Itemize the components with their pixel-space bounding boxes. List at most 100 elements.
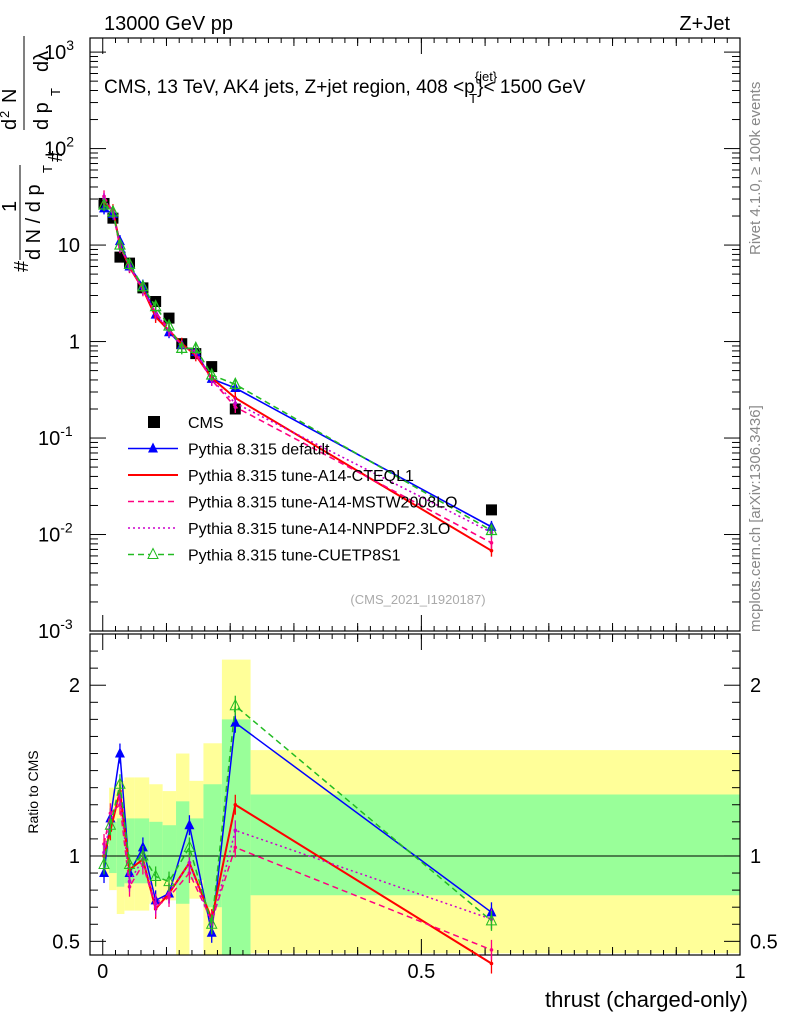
ratio-default-marker (230, 716, 241, 727)
ratio-band-inner (109, 821, 117, 874)
main-series-marker (233, 401, 238, 405)
cms-data-point (114, 251, 126, 263)
main-series-marker (153, 311, 158, 316)
main-series-marker (489, 541, 494, 545)
ratio-cuetp8s1-marker (485, 913, 498, 926)
ylabel-hash-1: # (11, 260, 33, 272)
beam-label: 13000 GeV pp (104, 13, 233, 35)
ratio-band-inner (149, 821, 163, 880)
ratio-cuetp8s1-marker (98, 857, 110, 870)
ratio-series-marker (233, 845, 238, 850)
main-series-marker (489, 548, 494, 553)
cuetp8s1-marker (113, 237, 126, 250)
mcplots-label: mcplots.cern.ch [arXiv:1306.3436] (747, 405, 764, 632)
cuetp8s1-marker (205, 367, 218, 380)
ratio-cuetp8s1-marker (205, 917, 218, 929)
cuetp8s1-marker (106, 204, 119, 217)
main-ytick-label: 1 (69, 332, 80, 354)
cms-data-point (485, 504, 497, 516)
ratio-series-marker (102, 850, 106, 855)
legend-label: Pythia 8.315 tune-A14-MSTW2008LO (188, 495, 457, 512)
ratio-series-marker (153, 901, 158, 906)
ratio-ytick-label-right: 1 (750, 846, 761, 868)
main-ytick-label: 10 (58, 235, 80, 257)
legend-triangle-marker (148, 442, 158, 453)
ylabel-denominator: d N / d p (23, 184, 45, 260)
ratio-band-inner (221, 719, 251, 955)
ratio-cuetp8s1-marker (137, 848, 149, 861)
cuetp8s1-marker (98, 197, 110, 210)
cms-data-point (163, 312, 175, 324)
main-title: CMS, 13 TeV, AK4 jets, Z+jet region, 408… (104, 69, 586, 106)
ratio-cuetp8s1-marker (114, 777, 126, 789)
ylabel-superscript-2: 2 (0, 111, 12, 118)
ratio-ytick-label-right: 2 (750, 675, 761, 697)
ratio-series-marker (187, 871, 192, 875)
ratio-cuetp8s1-marker (149, 869, 162, 881)
ylabel-one: 1 (0, 201, 21, 212)
main-ytick-label: 103 (44, 37, 74, 64)
ratio-xtick-label: 1 (734, 961, 745, 983)
ratio-band-inner (203, 784, 222, 908)
main-ytick-label: 102 (44, 134, 74, 161)
cuetp8s1-marker (175, 341, 188, 353)
ratio-band-inner (162, 825, 177, 880)
ratio-plot-frame (89, 633, 741, 956)
main-ytick-label: 10-2 (38, 520, 73, 547)
x-axis-label: thrust (charged-only) (545, 987, 748, 1012)
ratio-xtick-label: 0.5 (407, 961, 435, 983)
ratio-ylabel: Ratio to CMS (25, 750, 41, 833)
ratio-plot: 0.5 0.51 12 20 0.5 1 (52, 633, 778, 983)
cuetp8s1-marker (163, 318, 175, 331)
ratio-xtick-label: 0 (97, 961, 108, 983)
analysis-id-label: (CMS_2021_I1920187) (350, 592, 485, 607)
cuetp8s1-marker (485, 523, 498, 536)
ratio-default-marker (184, 819, 195, 830)
legend-label: Pythia 8.315 tune-A14-NNPDF2.3LO (188, 521, 450, 538)
cuetp8s1-marker (189, 341, 202, 353)
legend-label: CMS (188, 415, 224, 432)
ylabel-n: N (0, 89, 21, 103)
legend-cms-marker (148, 416, 160, 428)
ratio-cuetp8s1-marker (163, 874, 175, 887)
ratio-series-marker (187, 860, 192, 865)
main-ytick-label: 10-3 (38, 616, 73, 643)
legend-label: Pythia 8.315 tune-A14-CTEQL1 (188, 468, 414, 485)
ratio-series-marker (489, 948, 494, 952)
ylabel-subscript-t-1: T (40, 165, 55, 173)
ylabel-d: d (0, 119, 21, 130)
ylabel-dlambda: dλ (31, 51, 53, 72)
ratio-series-marker (167, 891, 171, 896)
ylabel-dpt: d p (31, 102, 53, 130)
ratio-band-inner (116, 818, 125, 887)
ratio-cuetp8s1-marker (104, 818, 117, 830)
rivet-version-label: Rivet 4.1.0, ≥ 100k events (747, 82, 764, 255)
ratio-series-marker (127, 879, 132, 884)
cuetp8s1-marker (136, 279, 149, 292)
ratio-ytick-label: 0.5 (52, 931, 80, 953)
main-ylabel: # 1 d N / d p T # d 2 N d p T dλ (0, 36, 67, 272)
main-series-line (103, 195, 492, 544)
ratio-ytick-label: 2 (69, 675, 80, 697)
ratio-band-inner (189, 818, 204, 880)
legend-label: Pythia 8.315 default (188, 442, 330, 459)
ratio-band-inner (124, 818, 135, 884)
ylabel-subscript-t-2: T (48, 88, 63, 96)
cuetp8s1-marker (123, 257, 136, 270)
main-plot: 10-3 10-2 10-1 1 10 102 103 (38, 37, 741, 643)
cuetp8s1-marker (149, 299, 162, 312)
ylabel-hash-2: # (45, 150, 67, 162)
ratio-ytick-label: 1 (69, 846, 80, 868)
cms-data-point (206, 361, 218, 373)
ratio-ytick-label-right: 0.5 (750, 931, 778, 953)
ratio-series-marker (233, 828, 238, 833)
ratio-series-marker (233, 802, 238, 807)
ratio-cuetp8s1-marker (229, 698, 242, 711)
ratio-band-inner (250, 794, 740, 896)
ratio-band-inner (176, 801, 190, 904)
ratio-cuetp8s1-marker (123, 857, 136, 870)
legend-open-triangle-marker (147, 547, 159, 559)
legend-label: Pythia 8.315 tune-CUETP8S1 (188, 548, 401, 565)
ratio-series-marker (489, 961, 494, 966)
